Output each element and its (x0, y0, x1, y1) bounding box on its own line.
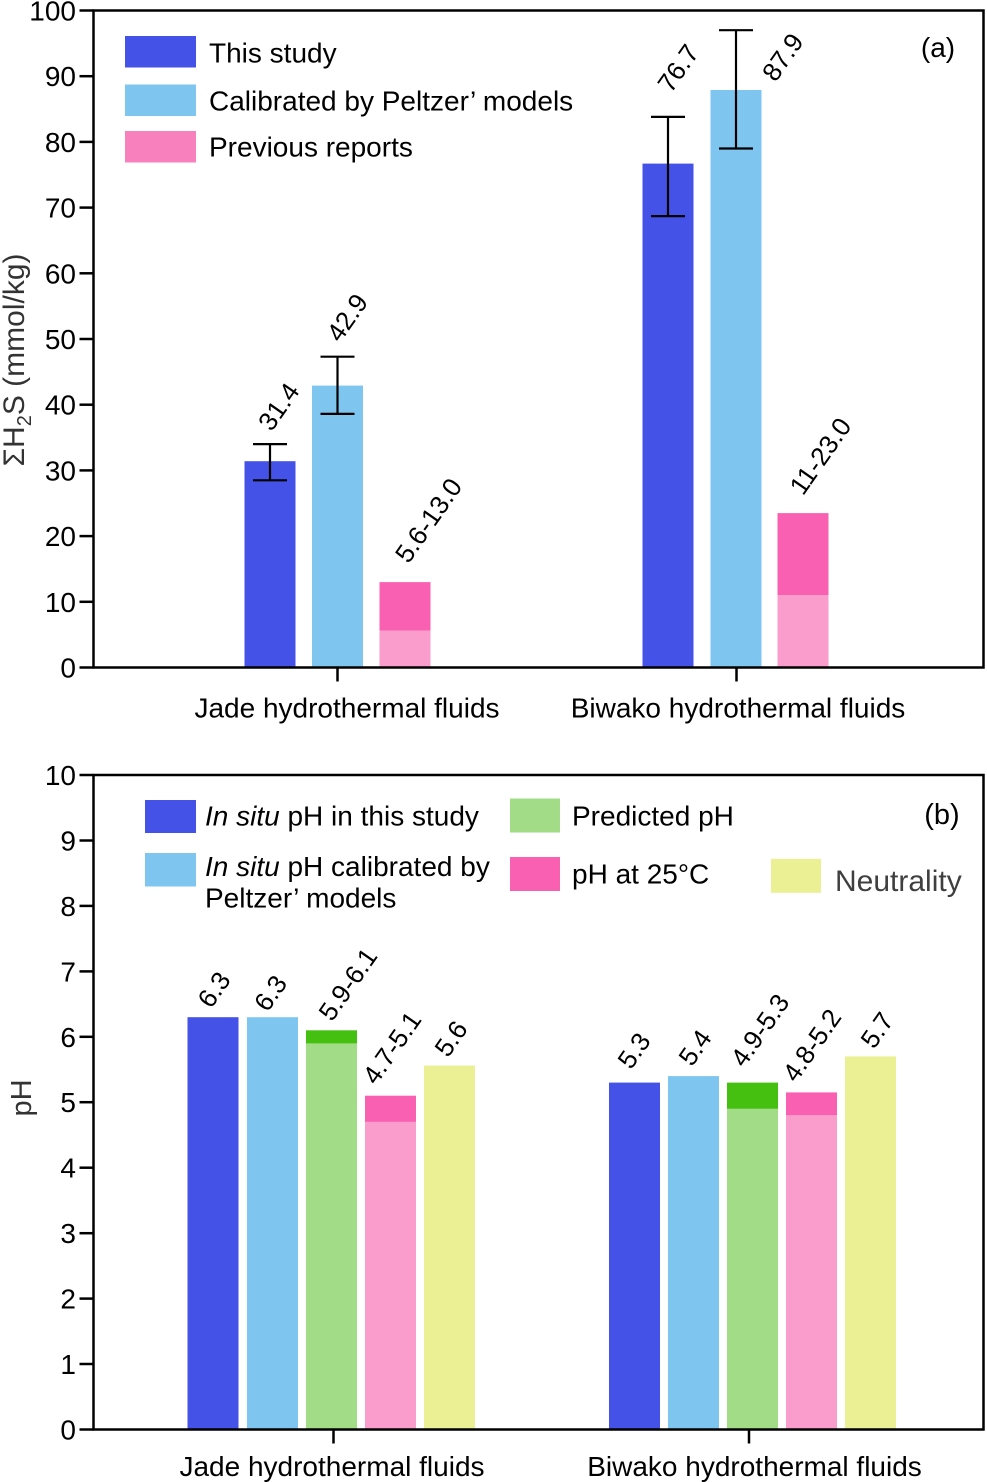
svg-text:pH at 25°C: pH at 25°C (572, 859, 709, 890)
svg-text:Jade hydrothermal fluids: Jade hydrothermal fluids (179, 1451, 484, 1482)
svg-text:Jade hydrothermal fluids: Jade hydrothermal fluids (194, 693, 499, 724)
svg-text:8: 8 (60, 891, 76, 922)
svg-text:30: 30 (45, 455, 76, 486)
svg-text:This study: This study (209, 38, 337, 69)
svg-text:2: 2 (60, 1284, 76, 1315)
svg-text:1: 1 (60, 1349, 76, 1380)
svg-text:6: 6 (60, 1022, 76, 1053)
svg-text:5: 5 (60, 1087, 76, 1118)
svg-text:pH: pH (6, 1079, 38, 1116)
svg-text:ΣH2S (mmol/kg): ΣH2S (mmol/kg) (0, 253, 36, 466)
svg-text:Predicted pH: Predicted pH (572, 801, 734, 832)
svg-text:Previous reports: Previous reports (209, 132, 413, 163)
svg-text:70: 70 (45, 193, 76, 224)
svg-text:In situ pH calibrated by: In situ pH calibrated by (205, 851, 490, 882)
svg-text:0: 0 (60, 1415, 76, 1446)
svg-text:100: 100 (29, 0, 76, 27)
svg-text:In situ pH in this study: In situ pH in this study (205, 801, 479, 832)
svg-text:9: 9 (60, 826, 76, 857)
svg-text:20: 20 (45, 521, 76, 552)
svg-text:40: 40 (45, 390, 76, 421)
svg-text:10: 10 (45, 760, 76, 791)
svg-text:10: 10 (45, 587, 76, 618)
svg-text:90: 90 (45, 61, 76, 92)
svg-text:Calibrated by Peltzer’ models: Calibrated by Peltzer’ models (209, 86, 573, 117)
svg-text:60: 60 (45, 258, 76, 289)
svg-text:Biwako hydrothermal fluids: Biwako hydrothermal fluids (587, 1451, 922, 1482)
svg-text:Biwako hydrothermal fluids: Biwako hydrothermal fluids (571, 693, 906, 724)
svg-text:7: 7 (60, 956, 76, 987)
svg-text:(b): (b) (924, 799, 959, 831)
svg-text:Peltzer’ models: Peltzer’ models (205, 883, 396, 914)
svg-text:80: 80 (45, 127, 76, 158)
svg-text:0: 0 (60, 653, 76, 684)
svg-text:Neutrality: Neutrality (835, 865, 962, 898)
svg-text:3: 3 (60, 1218, 76, 1249)
svg-text:4: 4 (60, 1153, 76, 1184)
svg-text:(a): (a) (921, 32, 955, 63)
svg-text:50: 50 (45, 324, 76, 355)
